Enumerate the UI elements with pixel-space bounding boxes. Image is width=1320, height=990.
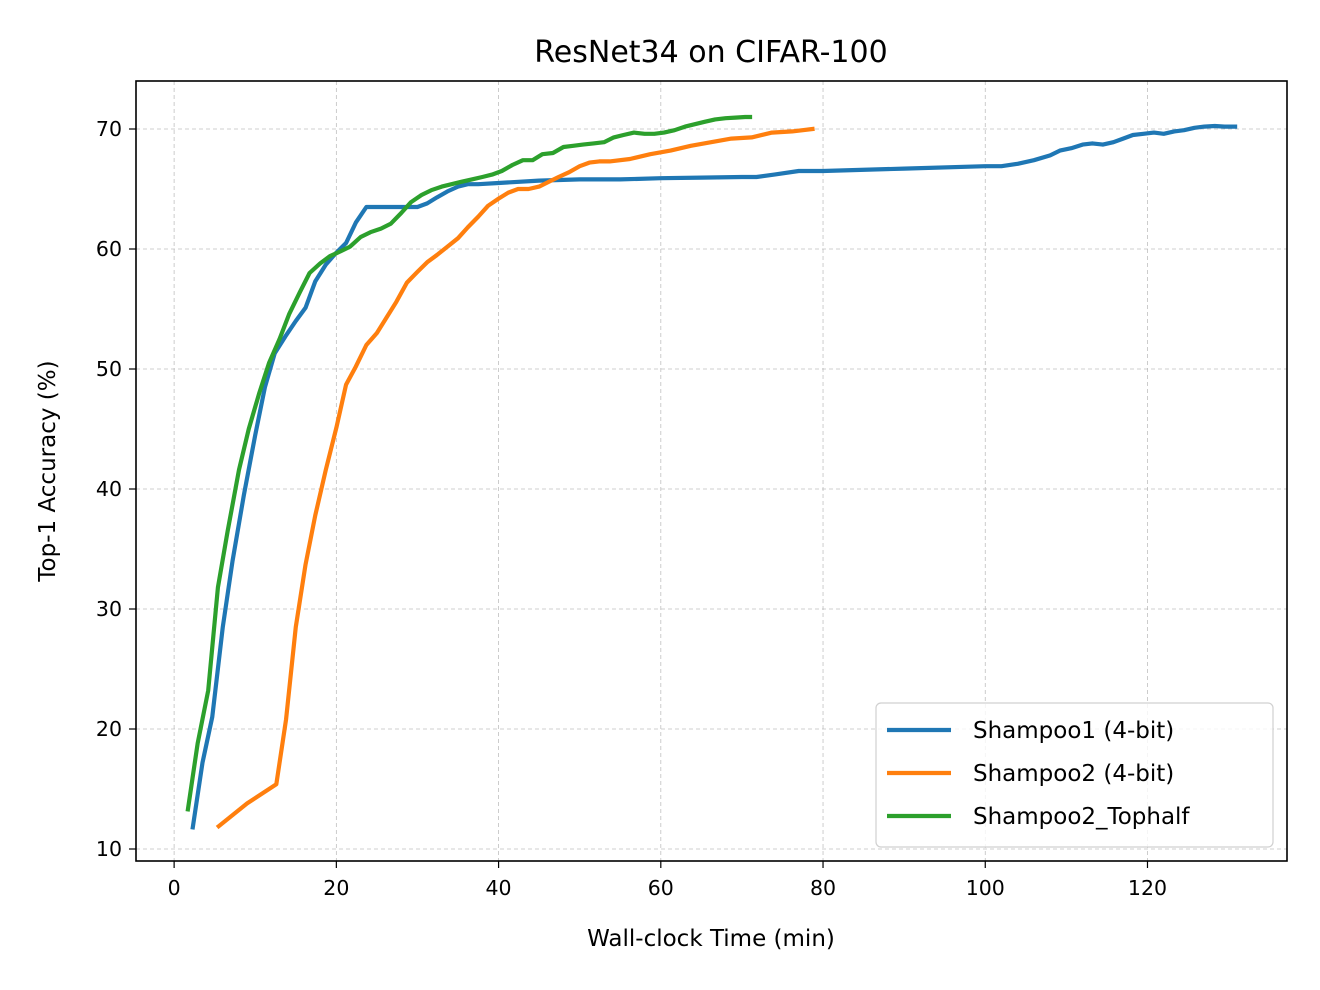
x-axis-label: Wall-clock Time (min) [587,926,835,952]
legend-box [875,702,1274,848]
series-line-3 [185,114,753,812]
y-tick-label: 60 [96,237,122,261]
legend-label: Shampoo1 (4-bit) [973,718,1174,744]
x-tick-label: 80 [810,876,836,900]
series-line-2 [215,126,815,830]
series-line-1 [190,123,1238,830]
chart-title: ResNet34 on CIFAR-100 [534,35,887,70]
y-tick-label: 30 [96,597,122,621]
plot-frame [135,80,1288,862]
x-tick-label: 0 [168,876,181,900]
legend: Shampoo1 (4-bit) Shampoo2 (4-bit) Shampoo2… [875,702,1274,848]
y-tick-label: 20 [96,717,122,741]
x-tick-label: 20 [323,876,349,900]
x-tick-label: 100 [966,876,1005,900]
series-lines [185,114,1238,830]
legend-label: Shampoo2_Tophalf [973,804,1190,830]
x-tick-label: 120 [1128,876,1167,900]
x-tick-label: 40 [486,876,512,900]
grid-lines [136,81,1287,861]
y-tick-label: 40 [96,477,122,501]
x-tick-label: 60 [648,876,674,900]
y-axis-label: Top-1 Accuracy (%) [35,360,61,582]
y-tick-label: 50 [96,357,122,381]
y-tick-label: 10 [96,837,122,861]
legend-label: Shampoo2 (4-bit) [973,761,1174,787]
y-tick-label: 70 [96,117,122,141]
axis-ticks: 0 20 40 60 80 100 120 10 20 30 40 50 60 70 [96,117,1167,900]
